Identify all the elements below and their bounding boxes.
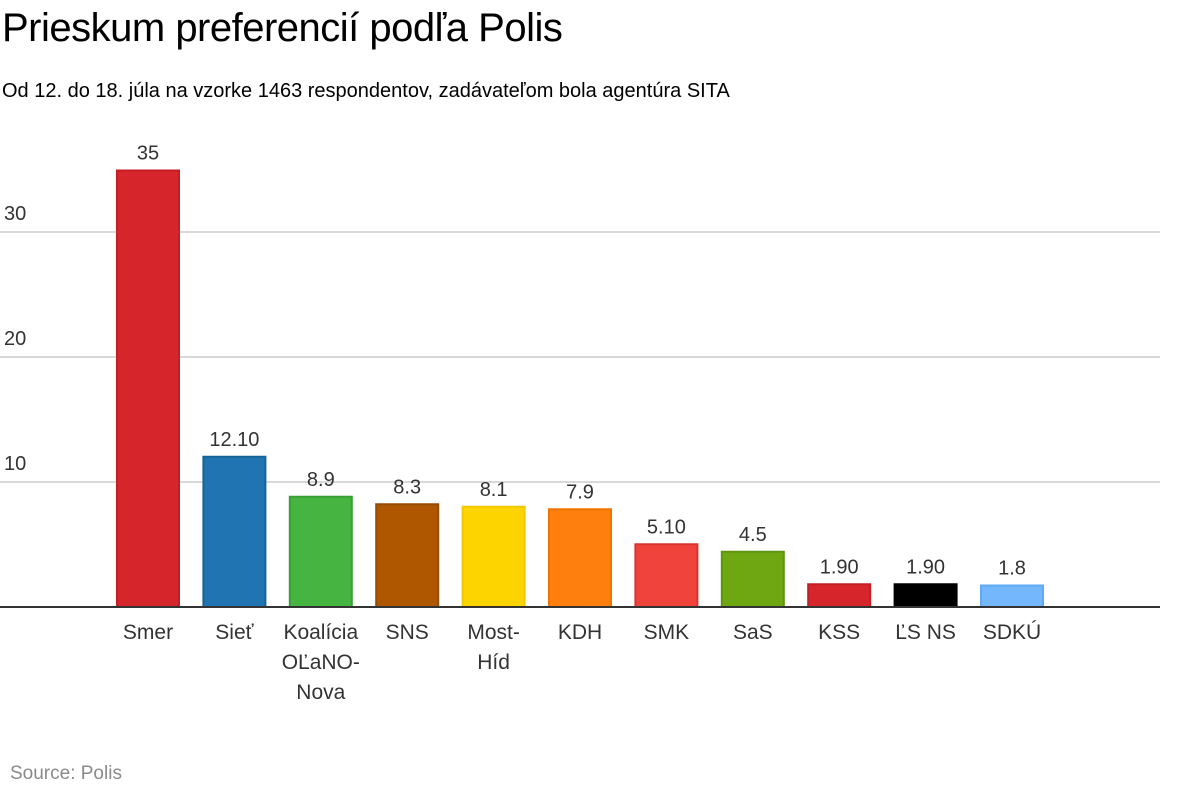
bar [202, 455, 267, 608]
chart-title: Prieskum preferencií podľa Polis [2, 6, 563, 50]
x-tick-label: SaS [733, 621, 773, 644]
source-note: Source: Polis [10, 763, 122, 784]
x-tick-label: KSS [818, 621, 860, 644]
bar [980, 584, 1044, 608]
y-tick-label: 30 [4, 203, 26, 225]
gridlines [0, 231, 1160, 483]
x-tick-label: KDH [558, 621, 602, 644]
x-tick-label-line: Híd [477, 651, 510, 674]
data-label: 5.10 [647, 516, 686, 538]
bar [807, 583, 872, 608]
x-tick-label: Sieť [215, 621, 254, 644]
x-tick-label-line: Koalícia [283, 621, 358, 644]
bar [288, 495, 353, 608]
bar [720, 550, 785, 608]
data-label: 8.1 [480, 479, 508, 501]
bar [634, 543, 699, 608]
x-axis-labels: Smer Sieť Koalícia OĽaNO- Nova SNS Most- Híd KDH… [123, 621, 1041, 704]
bar [548, 508, 612, 608]
bar-chart: 10 20 30 35 12.10 8.9 8.3 8.1 7.9 5.10 4.5 1.90 1.9… [0, 143, 1160, 704]
bar [116, 169, 180, 608]
x-tick-label-line: KSS [818, 621, 860, 644]
data-label: 1.8 [998, 558, 1026, 580]
x-tick-label-line: Most- [467, 621, 520, 644]
x-tick-label: SNS [386, 621, 429, 644]
bar [893, 583, 958, 608]
x-tick-label: Most- Híd [467, 621, 520, 674]
bar [461, 505, 526, 608]
y-axis-ticks: 10 20 30 [4, 203, 26, 475]
data-label: 12.10 [209, 429, 259, 451]
x-tick-label-line: Smer [123, 621, 173, 644]
data-label: 4.5 [739, 524, 767, 546]
x-tick-label: SMK [644, 621, 690, 644]
data-label: 7.9 [566, 481, 594, 503]
x-tick-label-line: SNS [386, 621, 429, 644]
bar [375, 503, 440, 608]
data-label: 1.90 [820, 556, 859, 578]
x-tick-label-line: SMK [644, 621, 690, 644]
data-label: 8.3 [393, 476, 421, 498]
x-tick-label-line: Nova [296, 681, 345, 704]
y-tick-label: 10 [4, 453, 26, 475]
x-tick-label-line: OĽaNO- [282, 651, 360, 674]
data-labels: 35 12.10 8.9 8.3 8.1 7.9 5.10 4.5 1.90 1.90 1.8 [137, 143, 1026, 580]
data-label: 8.9 [307, 469, 335, 491]
y-tick-label: 20 [4, 328, 26, 350]
x-tick-label-line: SDKÚ [983, 621, 1041, 644]
data-label: 35 [137, 143, 159, 165]
x-tick-label-line: SaS [733, 621, 773, 644]
x-tick-label: Smer [123, 621, 173, 644]
x-tick-label: ĽS NS [895, 621, 956, 644]
x-tick-label: SDKÚ [983, 621, 1041, 644]
chart-subtitle: Od 12. do 18. júla na vzorke 1463 respon… [2, 80, 730, 102]
x-tick-label-line: Sieť [215, 621, 254, 644]
bars [116, 169, 1044, 608]
x-tick-label-line: ĽS NS [895, 621, 956, 644]
x-tick-label: Koalícia OĽaNO- Nova [282, 621, 360, 704]
data-label: 1.90 [906, 556, 945, 578]
x-tick-label-line: KDH [558, 621, 602, 644]
